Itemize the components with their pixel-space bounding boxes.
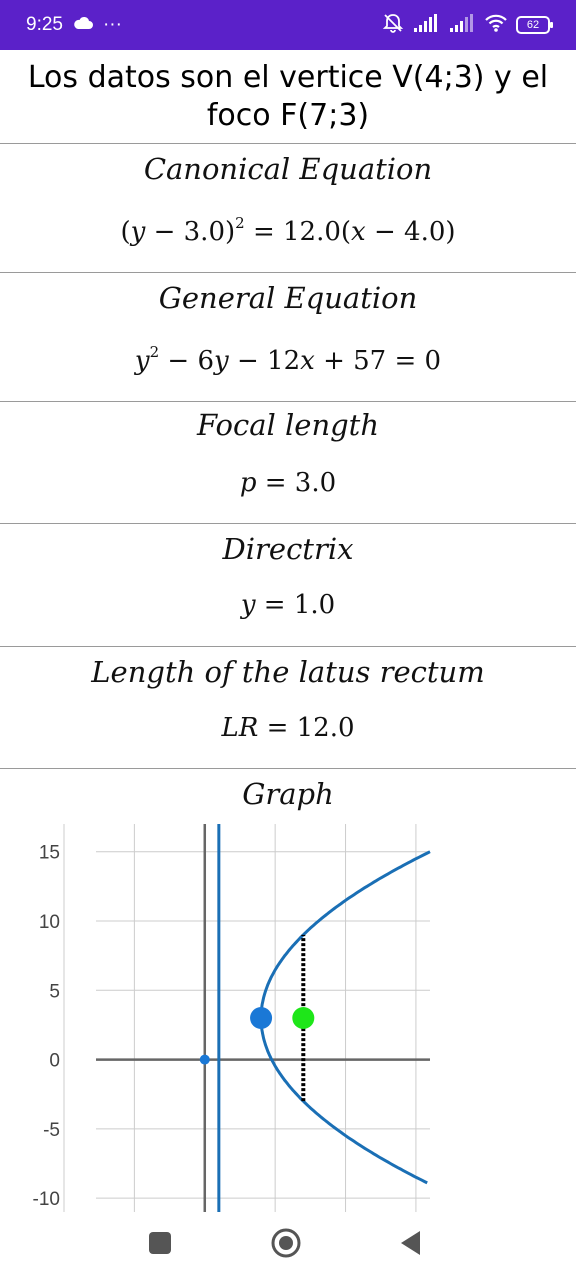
- general-equation-formula: y2 − 6y − 12x + 57 = 0: [0, 343, 576, 376]
- recent-apps-icon[interactable]: [149, 1232, 171, 1254]
- focal-length-title: Focal length: [0, 408, 576, 442]
- y-tick-label: 0: [49, 1051, 60, 1072]
- directrix-formula: y = 1.0: [0, 590, 576, 620]
- general-equation-title: General Equation: [0, 281, 576, 315]
- header-title: Los datos son el vertice V(4;3) y el foc…: [0, 50, 576, 143]
- y-tick-label: -10: [33, 1189, 60, 1210]
- y-tick-label: -5: [43, 1120, 60, 1141]
- origin-point[interactable]: [200, 1055, 210, 1065]
- signal-icon: [448, 13, 476, 37]
- status-bar: 9:25 ···: [0, 0, 576, 50]
- canonical-equation-formula: (y − 3.0)2 = 12.0(x − 4.0): [0, 214, 576, 247]
- latus-rectum-formula: LR = 12.0: [0, 713, 576, 743]
- battery-level: 62: [527, 19, 539, 31]
- section-focal-length: Focal length p = 3.0: [0, 401, 576, 523]
- status-time: 9:25: [26, 14, 63, 36]
- directrix-title: Directrix: [0, 532, 576, 566]
- canonical-equation-title: Canonical Equation: [0, 152, 576, 186]
- status-right: 62: [382, 12, 550, 38]
- focal-length-formula: p = 3.0: [0, 468, 576, 498]
- header-text: Los datos son el vertice V(4;3) y el foc…: [14, 59, 562, 135]
- section-directrix: Directrix y = 1.0: [0, 523, 576, 646]
- section-graph: Graph: [0, 768, 576, 820]
- status-left: 9:25 ···: [26, 14, 122, 36]
- vertex-point[interactable]: [250, 1007, 272, 1029]
- parabola-graph[interactable]: 15 10 5 0 -5 -10: [0, 820, 576, 1215]
- alarm-off-icon: [382, 12, 404, 38]
- cloud-icon: [73, 14, 93, 36]
- battery-icon: 62: [516, 16, 550, 34]
- focus-point[interactable]: [292, 1007, 314, 1029]
- y-tick-label: 10: [39, 912, 60, 933]
- signal-icon: [412, 13, 440, 37]
- y-tick-label: 15: [39, 843, 60, 864]
- back-icon[interactable]: [401, 1231, 420, 1255]
- y-tick-label: 5: [49, 981, 60, 1002]
- section-latus-rectum: Length of the latus rectum LR = 12.0: [0, 646, 576, 768]
- home-icon-dot: [279, 1236, 293, 1250]
- section-canonical-equation: Canonical Equation (y − 3.0)2 = 12.0(x −…: [0, 143, 576, 272]
- wifi-icon: [484, 13, 508, 37]
- navigation-bar: [0, 1215, 576, 1280]
- latus-rectum-title: Length of the latus rectum: [0, 655, 576, 689]
- graph-canvas[interactable]: 15 10 5 0 -5 -10: [0, 820, 576, 1215]
- status-more: ···: [103, 14, 122, 36]
- section-general-equation: General Equation y2 − 6y − 12x + 57 = 0: [0, 272, 576, 401]
- graph-title: Graph: [0, 777, 576, 811]
